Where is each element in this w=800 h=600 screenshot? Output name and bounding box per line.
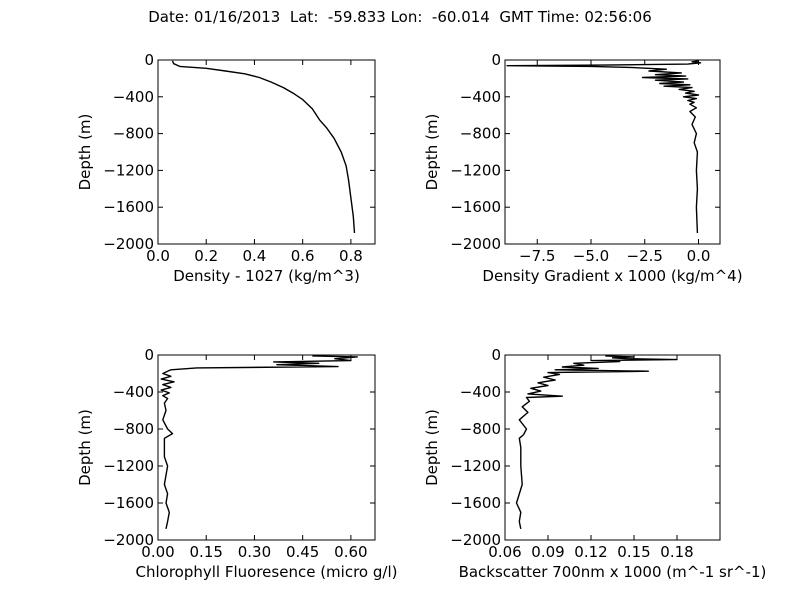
y-tick-label: 0 [144, 346, 154, 364]
y-tick-label: −1600 [450, 494, 501, 512]
x-tick-label: 0.18 [660, 543, 693, 561]
x-tick-label: 0.09 [531, 543, 564, 561]
y-tick-label: −800 [460, 125, 501, 143]
series-line [506, 60, 702, 234]
x-tick-label: −5.0 [573, 247, 609, 265]
series-line [160, 355, 358, 530]
y-tick-label: −1200 [103, 457, 154, 475]
x-tick-label: 0.15 [190, 543, 223, 561]
series-line [515, 355, 678, 530]
x-tick-label: 0.06 [488, 543, 521, 561]
y-tick-label: −400 [113, 383, 154, 401]
y-tick-label: −1600 [450, 198, 501, 216]
x-tick-label: 0.15 [617, 543, 650, 561]
y-tick-label: −1600 [103, 198, 154, 216]
x-tick-label: 0.2 [194, 247, 218, 265]
y-tick-label: −400 [460, 88, 501, 106]
x-tick-label: 0.4 [243, 247, 267, 265]
y-tick-label: −1200 [450, 457, 501, 475]
plot-frame [157, 354, 376, 541]
y-tick-label: −2000 [450, 235, 501, 253]
y-axis-label: Depth (m) [76, 114, 94, 191]
x-tick-label: −2.5 [627, 247, 663, 265]
x-tick-label: 0.00 [141, 543, 174, 561]
backscatter-panel: 0.06 0.09 0.12 0.15 0.18 0 −400 −800 −1200 −1600 −… [423, 346, 766, 581]
y-tick-label: 0 [144, 51, 154, 69]
y-tick-label: −2000 [103, 531, 154, 549]
x-tick-label: −7.5 [519, 247, 555, 265]
y-tick-label: −2000 [450, 531, 501, 549]
x-axis-label: Backscatter 700nm x 1000 (m^-1 sr^-1) [459, 563, 767, 581]
x-tick-label: 0.12 [574, 543, 607, 561]
series-line [171, 60, 356, 234]
y-tick-label: −800 [113, 420, 154, 438]
plot-frame [157, 59, 376, 245]
plot-frame [504, 354, 721, 541]
x-axis-label: Chlorophyll Fluoresence (micro g/l) [136, 563, 398, 581]
plot-frame [504, 59, 721, 245]
y-tick-label: −800 [460, 420, 501, 438]
chlorophyll-panel: 0.00 0.15 0.30 0.45 0.60 0 −400 −800 −1200 −1600 −… [76, 346, 397, 581]
y-axis-label: Depth (m) [423, 409, 441, 486]
y-tick-label: −1200 [450, 161, 501, 179]
y-tick-label: 0 [491, 51, 501, 69]
x-tick-label: 0.0 [687, 247, 711, 265]
y-tick-label: −1200 [103, 161, 154, 179]
y-tick-label: 0 [491, 346, 501, 364]
x-tick-label: 0.30 [238, 543, 271, 561]
x-axis-label: Density Gradient x 1000 (kg/m^4) [482, 267, 742, 285]
y-tick-label: −400 [113, 88, 154, 106]
x-tick-label: 0.45 [286, 543, 319, 561]
y-axis-label: Depth (m) [76, 409, 94, 486]
x-axis-label: Density - 1027 (kg/m^3) [173, 267, 360, 285]
y-tick-label: −2000 [103, 235, 154, 253]
density-panel: 0.0 0.2 0.4 0.6 0.8 0 −400 −800 −1200 −1600 −2000 D… [76, 51, 376, 285]
x-tick-label: 0.60 [334, 543, 367, 561]
x-tick-label: 0.6 [291, 247, 315, 265]
y-tick-label: −800 [113, 125, 154, 143]
y-tick-label: −400 [460, 383, 501, 401]
y-axis-label: Depth (m) [423, 114, 441, 191]
figure-title: Date: 01/16/2013 Lat: -59.833 Lon: -60.0… [148, 8, 652, 26]
y-tick-label: −1600 [103, 494, 154, 512]
density-gradient-panel: −7.5 −5.0 −2.5 0.0 0 −400 −800 −1200 −1600 −2000 D… [423, 51, 743, 285]
x-tick-label: 0.8 [339, 247, 363, 265]
x-tick-label: 0.0 [146, 247, 170, 265]
